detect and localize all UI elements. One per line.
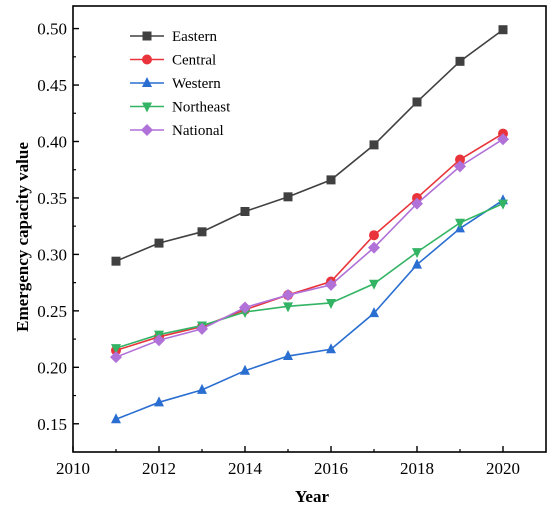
data-point-western — [326, 343, 336, 354]
data-point-eastern — [283, 192, 293, 202]
data-point-national — [325, 278, 337, 291]
data-point-eastern — [111, 256, 121, 266]
y-tick-label: 0.50 — [37, 20, 67, 39]
x-tick-label: 2014 — [228, 459, 263, 478]
data-point-national — [497, 133, 509, 146]
series-line-national — [115, 138, 504, 358]
y-axis-title: Emergency capacity value — [13, 142, 32, 332]
data-point-eastern — [498, 25, 508, 35]
x-tick-label: 2018 — [400, 459, 434, 478]
legend-item-national: National — [130, 123, 224, 139]
series-line-western — [115, 199, 504, 421]
y-tick-label: 0.15 — [37, 415, 67, 434]
data-point-eastern — [455, 56, 465, 66]
legend-marker-national — [141, 124, 153, 136]
x-tick-label: 2010 — [56, 459, 90, 478]
plot-frame — [72, 5, 547, 453]
y-tick-label: 0.20 — [37, 358, 67, 377]
data-point-western — [283, 350, 293, 361]
data-point-western — [412, 258, 422, 269]
data-point-northeast — [326, 298, 336, 309]
data-point-western — [240, 364, 250, 375]
data-point-western — [154, 396, 164, 407]
series-northeast — [111, 199, 508, 355]
data-point-central — [455, 154, 465, 165]
data-point-national — [454, 160, 466, 173]
data-point-eastern — [154, 238, 164, 248]
x-axis-title: Year — [295, 487, 329, 506]
data-point-western — [369, 307, 379, 318]
data-point-national — [153, 334, 165, 347]
series-eastern — [111, 25, 508, 266]
legend-marker-western — [142, 77, 152, 87]
data-point-national — [196, 322, 208, 335]
series-national — [110, 133, 509, 364]
legend-label-central: Central — [172, 53, 216, 69]
legend-marker-northeast — [142, 102, 152, 113]
data-point-national — [110, 351, 122, 364]
x-tick-label: 2020 — [486, 459, 520, 478]
data-point-eastern — [197, 227, 207, 237]
data-point-western — [111, 413, 121, 424]
legend-label-eastern: Eastern — [172, 29, 217, 45]
series-line-eastern — [115, 29, 504, 262]
legend-label-national: National — [172, 123, 224, 139]
legend-item-western: Western — [130, 76, 221, 92]
x-tick-label: 2012 — [142, 459, 176, 478]
data-point-eastern — [369, 140, 379, 150]
data-point-northeast — [455, 218, 465, 229]
x-tick-label: 2016 — [314, 459, 348, 478]
y-tick-label: 0.40 — [37, 132, 67, 151]
data-point-eastern — [240, 206, 250, 216]
series-line-central — [115, 132, 504, 352]
series-western — [111, 194, 508, 424]
data-point-eastern — [326, 175, 336, 185]
data-point-central — [369, 230, 379, 241]
legend-label-northeast: Northeast — [172, 100, 231, 116]
legend-marker-central — [142, 54, 152, 65]
legend-item-northeast: Northeast — [130, 100, 231, 116]
series-line-northeast — [115, 202, 504, 349]
legend-label-western: Western — [172, 76, 221, 92]
data-point-northeast — [111, 344, 121, 355]
y-tick-label: 0.30 — [37, 245, 67, 264]
data-point-national — [239, 301, 251, 314]
y-tick-label: 0.25 — [37, 302, 67, 321]
data-point-western — [197, 383, 207, 394]
y-tick-label: 0.45 — [37, 76, 67, 95]
data-point-northeast — [412, 248, 422, 259]
series-central — [111, 128, 508, 356]
data-point-national — [368, 241, 380, 254]
legend: Eastern Central Western Northeast National — [130, 29, 231, 139]
legend-marker-eastern — [142, 31, 152, 41]
data-point-northeast — [369, 279, 379, 290]
data-point-northeast — [498, 199, 508, 210]
legend-item-central: Central — [130, 53, 216, 69]
data-point-national — [282, 289, 294, 302]
data-point-eastern — [412, 97, 422, 107]
data-point-national — [411, 197, 423, 210]
legend-item-eastern: Eastern — [130, 29, 217, 45]
y-tick-label: 0.35 — [37, 189, 67, 208]
data-point-northeast — [283, 302, 293, 313]
